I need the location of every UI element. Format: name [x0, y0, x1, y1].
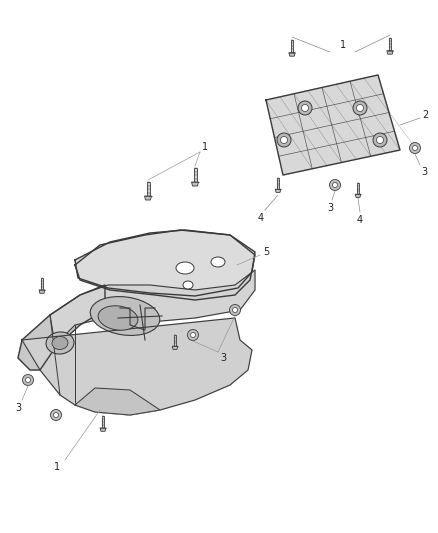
Polygon shape: [355, 194, 361, 197]
Text: 4: 4: [357, 215, 363, 225]
Circle shape: [329, 180, 340, 190]
Circle shape: [53, 413, 59, 417]
Ellipse shape: [52, 336, 68, 350]
Ellipse shape: [176, 262, 194, 274]
Text: 4: 4: [258, 213, 264, 223]
Polygon shape: [41, 278, 43, 290]
Text: 1: 1: [340, 40, 346, 50]
Polygon shape: [266, 75, 400, 175]
Ellipse shape: [211, 257, 225, 267]
Text: 5: 5: [263, 247, 269, 257]
Circle shape: [187, 329, 198, 341]
Circle shape: [50, 409, 61, 421]
Circle shape: [301, 104, 308, 111]
Polygon shape: [357, 183, 359, 194]
Polygon shape: [39, 290, 45, 293]
Ellipse shape: [183, 281, 193, 289]
Polygon shape: [18, 285, 105, 370]
Polygon shape: [275, 189, 281, 192]
Polygon shape: [75, 230, 255, 300]
Polygon shape: [172, 346, 178, 350]
Text: 3: 3: [327, 203, 333, 213]
Text: 3: 3: [220, 353, 226, 363]
Ellipse shape: [98, 306, 138, 330]
Polygon shape: [22, 318, 252, 415]
Circle shape: [280, 136, 287, 143]
Circle shape: [230, 304, 240, 316]
Text: 3: 3: [421, 167, 427, 177]
Polygon shape: [389, 38, 391, 51]
Text: 1: 1: [54, 462, 60, 472]
Circle shape: [353, 101, 367, 115]
Circle shape: [233, 308, 237, 312]
Polygon shape: [75, 388, 160, 415]
Circle shape: [357, 104, 364, 111]
Circle shape: [25, 377, 31, 383]
Polygon shape: [146, 182, 149, 196]
Circle shape: [277, 133, 291, 147]
Polygon shape: [191, 182, 198, 186]
Polygon shape: [100, 428, 106, 431]
Text: 1: 1: [202, 142, 208, 152]
Text: 2: 2: [422, 110, 428, 120]
Polygon shape: [102, 416, 104, 428]
Polygon shape: [50, 270, 255, 345]
Polygon shape: [194, 168, 197, 182]
Polygon shape: [145, 196, 152, 200]
Polygon shape: [387, 51, 393, 54]
Circle shape: [191, 333, 195, 337]
Text: 3: 3: [15, 403, 21, 413]
Circle shape: [373, 133, 387, 147]
Ellipse shape: [46, 332, 74, 354]
Circle shape: [377, 136, 384, 143]
Polygon shape: [291, 40, 293, 53]
Polygon shape: [289, 53, 295, 56]
Ellipse shape: [90, 296, 160, 335]
Polygon shape: [174, 335, 176, 346]
Polygon shape: [75, 230, 255, 296]
Circle shape: [413, 146, 417, 150]
Circle shape: [410, 142, 420, 154]
Circle shape: [332, 182, 338, 188]
Polygon shape: [277, 178, 279, 189]
Circle shape: [298, 101, 312, 115]
Circle shape: [22, 375, 33, 385]
